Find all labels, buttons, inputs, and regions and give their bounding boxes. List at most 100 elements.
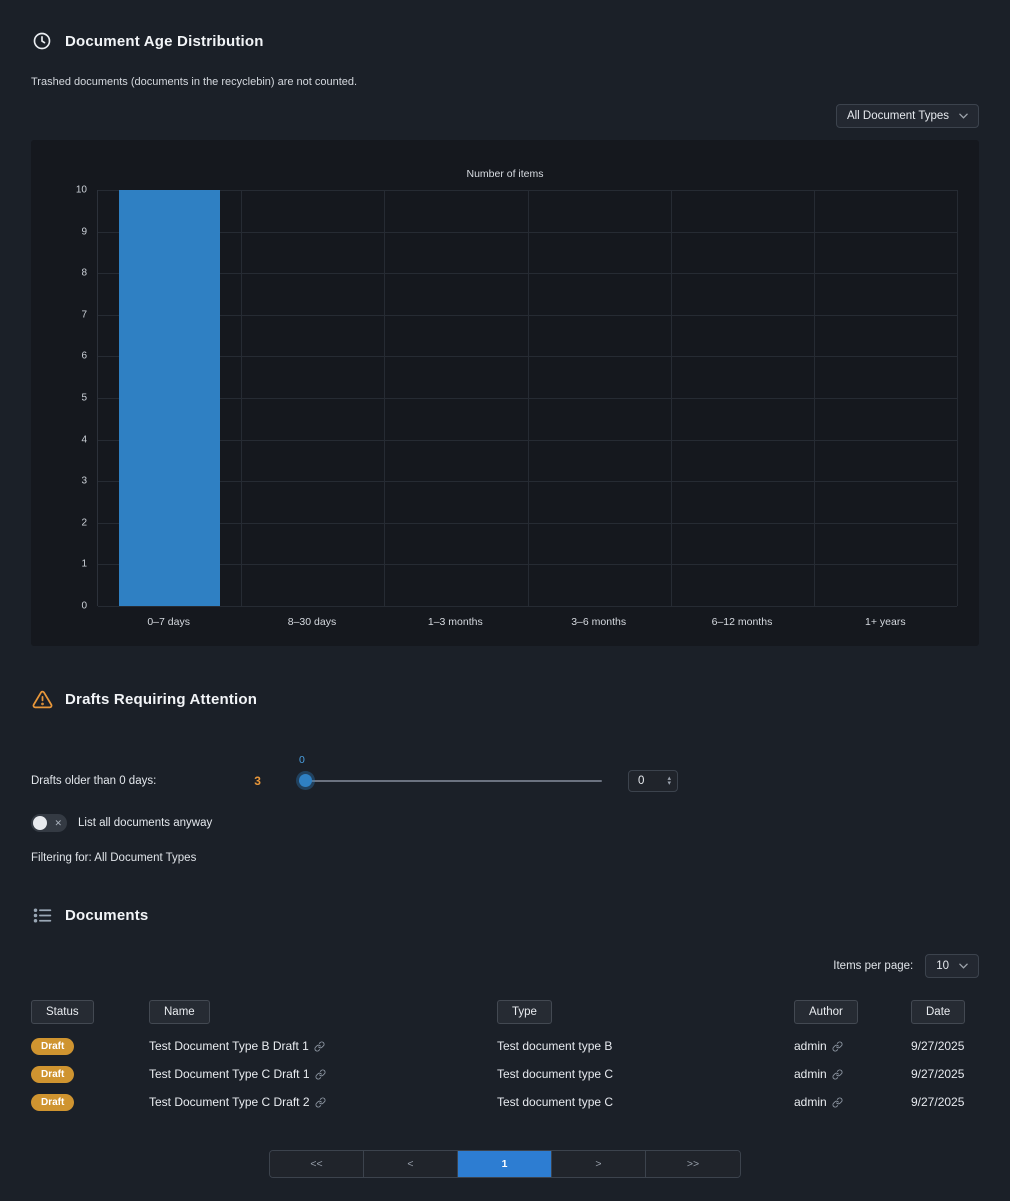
- link-icon: [832, 1069, 843, 1080]
- drafts-count: 3: [254, 774, 261, 788]
- table-row: Draft Test Document Type C Draft 1 Test do…: [31, 1060, 979, 1088]
- recyclebin-note: Trashed documents (documents in the recy…: [31, 76, 358, 88]
- pagination-prev-button[interactable]: <: [364, 1151, 458, 1177]
- x-tick-label: 1–3 months: [427, 616, 483, 628]
- author-link[interactable]: admin: [794, 1039, 843, 1053]
- warning-icon: [31, 688, 53, 710]
- toggle-off-icon: ✕: [54, 817, 62, 828]
- sort-type-button[interactable]: Type: [497, 1000, 552, 1024]
- link-icon: [315, 1097, 326, 1108]
- chart-bar: [119, 190, 220, 606]
- document-type-cell: Test document type C: [497, 1095, 614, 1109]
- list-all-toggle-label: List all documents anyway: [78, 817, 213, 829]
- age-distribution-header: Document Age Distribution: [31, 30, 979, 52]
- documents-table-header: Status Name Type Author Date: [31, 1000, 979, 1024]
- sort-author-button[interactable]: Author: [794, 1000, 858, 1024]
- y-tick-label: 7: [81, 309, 87, 321]
- chevron-down-icon: [959, 963, 968, 969]
- items-per-page-value: 10: [936, 960, 949, 972]
- y-tick-label: 4: [81, 434, 87, 446]
- x-tick-label: 6–12 months: [711, 616, 773, 628]
- y-tick-label: 1: [81, 558, 87, 570]
- document-name-link[interactable]: Test Document Type C Draft 1: [149, 1067, 326, 1081]
- document-name-link[interactable]: Test Document Type B Draft 1: [149, 1039, 325, 1053]
- x-tick-label: 3–6 months: [571, 616, 627, 628]
- gridline-v: [384, 190, 386, 606]
- documents-table: Status Name Type Author Date Draft Test D…: [31, 1000, 979, 1116]
- link-icon: [314, 1041, 325, 1052]
- date-cell: 9/27/2025: [911, 1039, 965, 1053]
- document-type-cell: Test document type C: [497, 1067, 614, 1081]
- toggle-knob: [33, 816, 47, 830]
- number-stepper[interactable]: ▴ ▾: [667, 775, 671, 787]
- pagination-last-button[interactable]: >>: [646, 1151, 740, 1177]
- x-tick-label: 8–30 days: [287, 616, 337, 628]
- author-link[interactable]: admin: [794, 1095, 843, 1109]
- status-badge: Draft: [31, 1093, 75, 1111]
- drafts-age-input-wrap: ▴▾: [627, 770, 678, 792]
- chart-title: Number of items: [466, 168, 544, 180]
- gridline-v: [813, 190, 815, 606]
- slider-handle[interactable]: [298, 774, 312, 787]
- drafts-age-input[interactable]: [637, 775, 656, 787]
- stepper-up-icon[interactable]: ▴: [667, 775, 671, 782]
- chevron-down-icon: [959, 113, 968, 119]
- items-per-page-label: Items per page:: [833, 960, 914, 972]
- gridline-h: [98, 606, 957, 607]
- document-type-filter-select[interactable]: All Document Types: [835, 104, 979, 128]
- link-icon: [832, 1097, 843, 1108]
- y-tick-label: 3: [81, 475, 87, 487]
- sort-name-button[interactable]: Name: [149, 1000, 210, 1024]
- date-cell: 9/27/2025: [911, 1067, 965, 1081]
- document-type-cell: Test document type B: [497, 1039, 613, 1053]
- drafts-title: Drafts Requiring Attention: [65, 690, 258, 708]
- age-distribution-title: Document Age Distribution: [65, 32, 264, 50]
- list-all-toggle[interactable]: ✕: [31, 814, 67, 832]
- y-tick-label: 0: [81, 600, 87, 612]
- drafts-older-label: Drafts older than 0 days:: [31, 775, 157, 787]
- gridline-v: [241, 190, 243, 606]
- y-tick-label: 6: [81, 350, 87, 362]
- documents-table-body: Draft Test Document Type B Draft 1 Test do…: [31, 1032, 979, 1116]
- items-per-page-select[interactable]: 10: [925, 954, 979, 978]
- y-tick-label: 9: [81, 226, 87, 238]
- y-tick-label: 2: [81, 517, 87, 529]
- sort-date-button[interactable]: Date: [911, 1000, 966, 1024]
- link-icon: [832, 1041, 843, 1052]
- x-tick-label: 0–7 days: [147, 616, 190, 628]
- drafts-header: Drafts Requiring Attention: [31, 688, 979, 710]
- chart-plot-area: [97, 190, 958, 607]
- document-type-filter-value: All Document Types: [846, 110, 949, 122]
- clock-icon: [31, 30, 53, 52]
- stepper-down-icon[interactable]: ▾: [667, 780, 671, 787]
- document-name-link[interactable]: Test Document Type C Draft 2: [149, 1095, 326, 1109]
- y-tick-label: 10: [75, 184, 87, 196]
- chart-x-axis: 0–7 days 8–30 days 1–3 months 3–6 months 6–1…: [97, 616, 957, 628]
- x-tick-label: 1+ years: [865, 616, 906, 628]
- documents-header: Documents: [31, 904, 979, 926]
- gridline-v: [670, 190, 672, 606]
- status-badge: Draft: [31, 1065, 75, 1083]
- author-link[interactable]: admin: [794, 1067, 843, 1081]
- y-tick-label: 8: [81, 267, 87, 279]
- status-badge: Draft: [31, 1037, 75, 1055]
- slider-track[interactable]: [298, 780, 602, 782]
- drafts-age-slider[interactable]: 0: [298, 754, 602, 790]
- table-row: Draft Test Document Type B Draft 1 Test do…: [31, 1032, 979, 1060]
- table-row: Draft Test Document Type C Draft 2 Test do…: [31, 1088, 979, 1116]
- date-cell: 9/27/2025: [911, 1095, 965, 1109]
- link-icon: [315, 1069, 326, 1080]
- gridline-v: [527, 190, 529, 606]
- pagination-page-1-button[interactable]: 1: [458, 1151, 552, 1177]
- pagination: << < 1 > >>: [269, 1150, 741, 1178]
- documents-title: Documents: [65, 906, 149, 924]
- list-icon: [31, 904, 53, 926]
- sort-status-button[interactable]: Status: [31, 1000, 94, 1024]
- y-tick-label: 5: [81, 392, 87, 404]
- pagination-first-button[interactable]: <<: [270, 1151, 364, 1177]
- slider-value-label: 0: [298, 754, 305, 766]
- chart-y-axis: 0 1 2 3 4 5 6 7 8 9 10: [53, 185, 97, 612]
- chart-panel: Number of items 0 1 2 3 4 5 6 7 8 9 10 0–7 days 8–3…: [31, 140, 979, 646]
- pagination-next-button[interactable]: >: [552, 1151, 646, 1177]
- filtering-for-label: Filtering for: All Document Types: [31, 852, 197, 864]
